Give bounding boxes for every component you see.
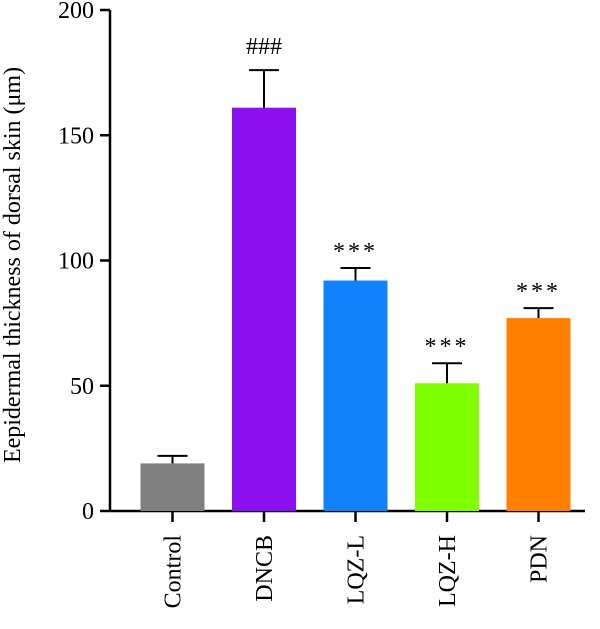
- y-tick-label: 150: [58, 123, 94, 149]
- y-tick-label: 100: [58, 249, 94, 275]
- x-tick-label: Control: [161, 535, 187, 609]
- significance-label: ***: [516, 279, 561, 305]
- y-ticks: 0 50 100 150 200: [58, 0, 110, 525]
- significance-label: ***: [333, 239, 378, 265]
- x-ticks: Control DNCB LQZ-L LQZ-H PDN: [161, 511, 553, 608]
- bar-control: [140, 463, 205, 511]
- x-tick-label: LQZ-L: [344, 535, 370, 604]
- y-tick-label: 50: [70, 374, 94, 400]
- annotations: ### *** *** ***: [246, 34, 561, 360]
- bar-lqz-l: [323, 280, 388, 511]
- significance-label: ***: [425, 334, 470, 360]
- significance-label: ###: [246, 34, 282, 60]
- x-tick-label: DNCB: [252, 535, 278, 602]
- bar-lqz-h: [415, 383, 479, 511]
- x-tick-label: LQZ-H: [435, 535, 461, 607]
- bars: [140, 107, 571, 511]
- y-tick-label: 0: [82, 499, 94, 525]
- y-axis-label: Eepidermal thickness of dorsal skin (μm): [0, 67, 26, 463]
- bar-dncb: [232, 107, 296, 511]
- y-tick-label: 200: [58, 0, 94, 24]
- bar-pdn: [506, 318, 571, 511]
- error-bars: [157, 69, 554, 464]
- x-tick-label: PDN: [527, 535, 553, 583]
